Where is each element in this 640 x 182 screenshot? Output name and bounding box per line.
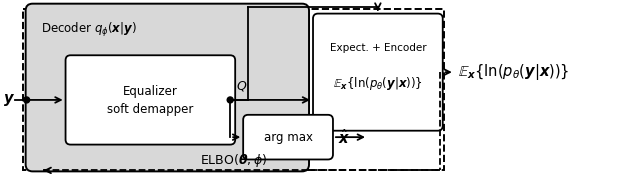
- Text: $Q$: $Q$: [236, 79, 248, 93]
- Text: $\hat{\boldsymbol{x}}$: $\hat{\boldsymbol{x}}$: [338, 128, 350, 147]
- FancyBboxPatch shape: [313, 14, 443, 131]
- Text: arg max: arg max: [264, 131, 312, 144]
- Text: soft demapper: soft demapper: [107, 103, 193, 116]
- FancyBboxPatch shape: [243, 115, 333, 159]
- Text: $\mathbb{E}_{\boldsymbol{x}}\{\ln(p_\theta(\boldsymbol{y}|\boldsymbol{x}))\}$: $\mathbb{E}_{\boldsymbol{x}}\{\ln(p_\the…: [333, 75, 423, 92]
- Text: Equalizer: Equalizer: [123, 86, 178, 98]
- Circle shape: [227, 97, 233, 103]
- Text: Decoder $q_\phi(\boldsymbol{x}|\boldsymbol{y})$: Decoder $q_\phi(\boldsymbol{x}|\boldsymb…: [40, 21, 136, 39]
- FancyBboxPatch shape: [26, 4, 309, 171]
- Circle shape: [24, 97, 29, 103]
- Text: $\boldsymbol{y}$: $\boldsymbol{y}$: [3, 92, 15, 108]
- Text: $\mathrm{ELBO}(\boldsymbol{\theta}, \phi)$: $\mathrm{ELBO}(\boldsymbol{\theta}, \phi…: [200, 152, 267, 169]
- FancyBboxPatch shape: [65, 55, 235, 145]
- Bar: [22, 9, 444, 170]
- Text: $\mathbb{E}_{\boldsymbol{x}}\{\ln(p_\theta(\boldsymbol{y}|\boldsymbol{x}))\}$: $\mathbb{E}_{\boldsymbol{x}}\{\ln(p_\the…: [458, 62, 569, 82]
- Text: Expect. + Encoder: Expect. + Encoder: [330, 43, 426, 53]
